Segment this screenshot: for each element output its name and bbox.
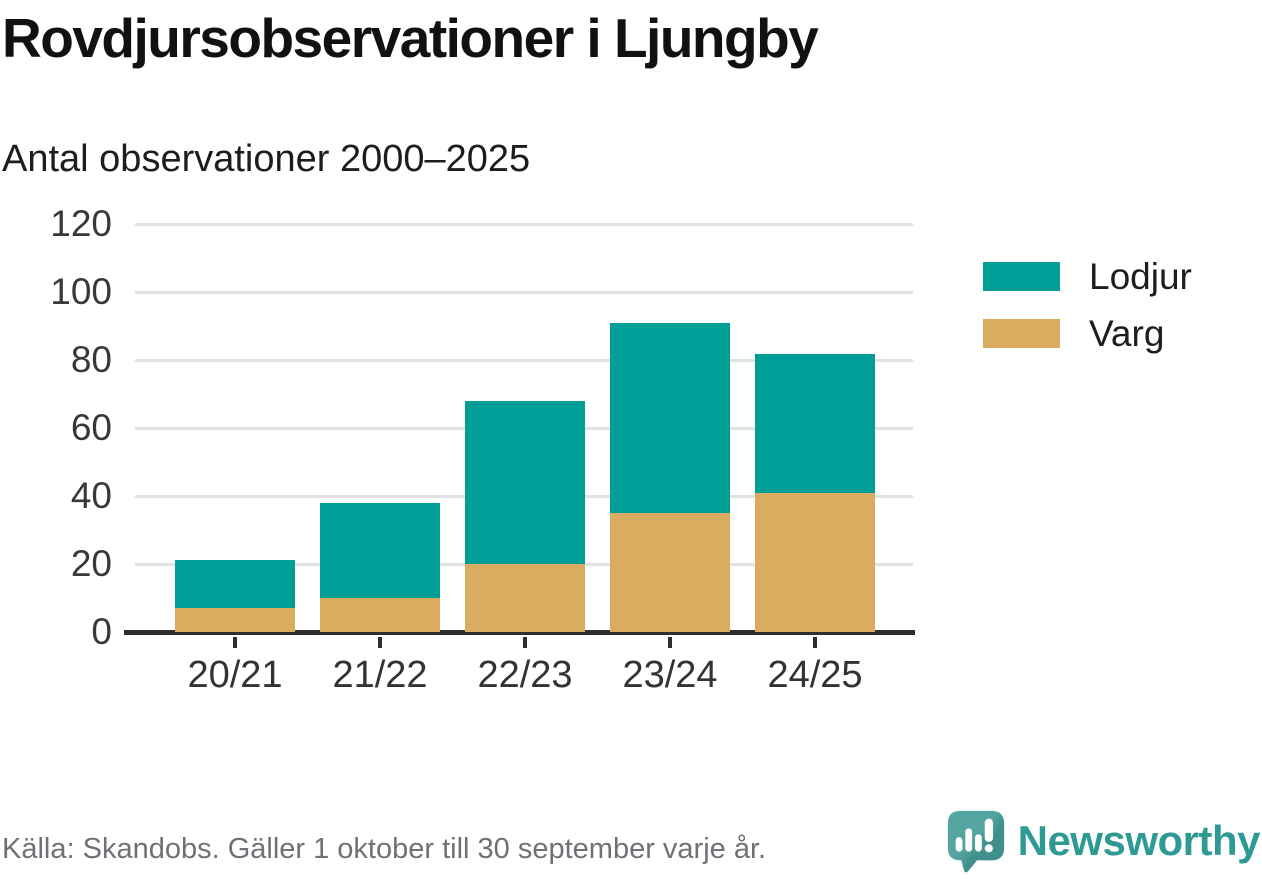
y-axis-tick-label: 20: [70, 543, 112, 584]
bar-20/21: [175, 560, 295, 632]
bar-segment-lodjur: [755, 354, 875, 493]
bar-24/25: [755, 354, 875, 632]
x-axis-tick-label: 20/21: [187, 654, 283, 696]
legend-item-lodjur: Lodjur: [983, 256, 1192, 297]
source-note: Källa: Skandobs. Gäller 1 oktober till 3…: [2, 833, 767, 865]
x-axis-tick: [813, 637, 817, 648]
x-axis-tick: [233, 637, 237, 648]
y-axis-tick-label: 0: [91, 611, 112, 652]
bar-segment-varg: [465, 564, 585, 632]
legend-item-varg: Varg: [983, 313, 1192, 354]
legend-swatch-varg: [983, 319, 1060, 348]
y-axis-tick-label: 60: [70, 407, 112, 448]
legend-label: Lodjur: [1089, 255, 1192, 297]
x-axis-tick: [378, 637, 382, 648]
x-axis-tick-label: 23/24: [622, 654, 718, 696]
bar-segment-varg: [320, 598, 440, 632]
x-axis-line: [124, 630, 915, 635]
newsworthy-wordmark: Newsworthy: [1017, 817, 1261, 864]
plot-area: 20/21 21/22 22/23 23/24 24/25: [124, 223, 915, 696]
bar-segment-lodjur: [465, 401, 585, 564]
legend-label: Varg: [1089, 312, 1165, 354]
y-axis-tick-label: 100: [50, 271, 112, 312]
legend-swatch-lodjur: [983, 262, 1060, 291]
bar-segment-lodjur: [320, 503, 440, 598]
y-axis-tick-label: 120: [50, 203, 112, 244]
gridline-100: [135, 291, 913, 294]
gridline-80: [135, 359, 913, 362]
newsworthy-logo-icon: [943, 808, 1009, 874]
bar-23/24: [610, 323, 730, 632]
bar-segment-lodjur: [610, 323, 730, 513]
bar-21/22: [320, 503, 440, 632]
y-axis-tick-label: 40: [70, 475, 112, 516]
x-axis-tick-label: 22/23: [477, 654, 573, 696]
x-axis-tick: [523, 637, 527, 648]
bar-segment-lodjur: [175, 560, 295, 608]
newsworthy-brand: Newsworthy: [943, 808, 1261, 874]
y-axis-tick-label: 80: [70, 339, 112, 380]
x-axis-tick: [668, 637, 672, 648]
bar-22/23: [465, 401, 585, 632]
bar-segment-varg: [755, 493, 875, 632]
chart-title: Rovdjursobservationer i Ljungby: [2, 7, 819, 69]
bar-segment-varg: [175, 608, 295, 632]
bar-segment-varg: [610, 513, 730, 632]
x-axis-tick-label: 24/25: [767, 654, 863, 696]
x-axis-tick-label: 21/22: [332, 654, 428, 696]
legend: Lodjur Varg: [983, 256, 1192, 376]
chart-subtitle: Antal observationer 2000–2025: [2, 138, 531, 180]
gridline-120: [135, 223, 913, 226]
